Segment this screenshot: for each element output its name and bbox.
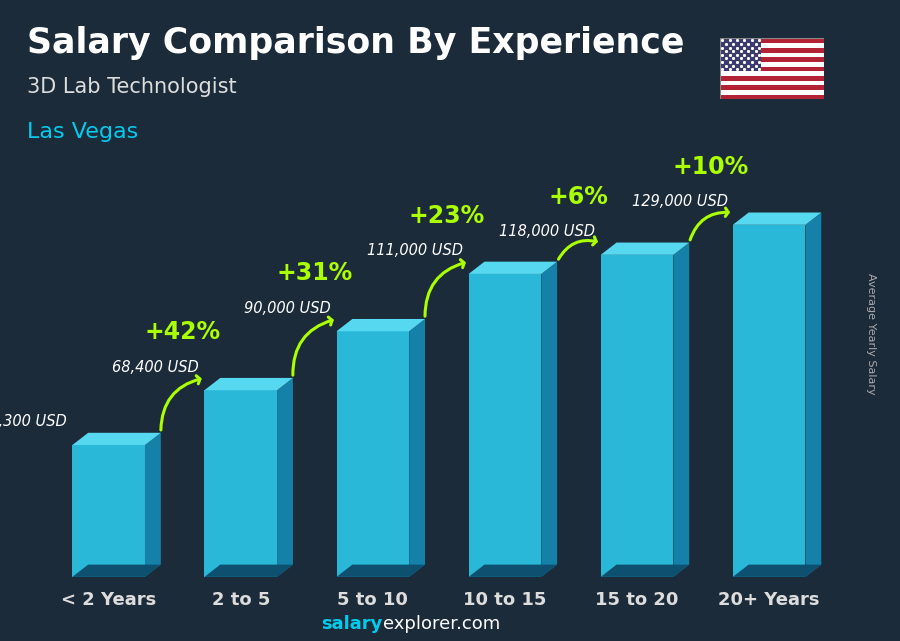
Text: 129,000 USD: 129,000 USD	[632, 194, 727, 209]
Text: +10%: +10%	[673, 154, 749, 179]
Polygon shape	[337, 565, 425, 577]
Text: salary: salary	[321, 615, 382, 633]
Bar	[720, 81, 824, 85]
Polygon shape	[806, 213, 822, 577]
Polygon shape	[277, 378, 292, 577]
Bar	[720, 76, 824, 81]
Polygon shape	[600, 565, 689, 577]
Polygon shape	[204, 378, 292, 390]
Text: 111,000 USD: 111,000 USD	[367, 244, 464, 258]
Bar	[720, 85, 824, 90]
Text: 118,000 USD: 118,000 USD	[500, 224, 596, 239]
Bar	[600, 255, 673, 577]
Bar	[72, 445, 145, 577]
Text: Salary Comparison By Experience: Salary Comparison By Experience	[27, 26, 684, 60]
Bar	[720, 38, 824, 43]
Text: explorer.com: explorer.com	[382, 615, 500, 633]
Text: Las Vegas: Las Vegas	[27, 122, 139, 142]
Bar	[337, 331, 410, 577]
Bar	[720, 95, 824, 99]
Text: +42%: +42%	[145, 320, 220, 344]
Bar	[720, 43, 824, 48]
Bar	[469, 274, 541, 577]
Text: +6%: +6%	[549, 185, 609, 209]
Polygon shape	[337, 319, 425, 331]
Bar	[720, 90, 824, 95]
Bar	[720, 67, 824, 71]
Polygon shape	[733, 565, 822, 577]
Polygon shape	[72, 565, 161, 577]
Text: 68,400 USD: 68,400 USD	[112, 360, 199, 374]
Bar	[720, 48, 824, 53]
Bar	[720, 57, 824, 62]
Bar	[720, 38, 761, 71]
Text: 48,300 USD: 48,300 USD	[0, 414, 67, 429]
Bar	[720, 53, 824, 57]
Polygon shape	[469, 262, 557, 274]
Polygon shape	[600, 242, 689, 255]
Polygon shape	[541, 262, 557, 577]
Polygon shape	[72, 433, 161, 445]
Bar	[720, 62, 824, 67]
Text: 3D Lab Technologist: 3D Lab Technologist	[27, 77, 237, 97]
Polygon shape	[410, 319, 425, 577]
Polygon shape	[673, 242, 689, 577]
Polygon shape	[145, 433, 161, 577]
Text: +31%: +31%	[276, 261, 353, 285]
Polygon shape	[469, 565, 557, 577]
Text: Average Yearly Salary: Average Yearly Salary	[866, 272, 877, 394]
Polygon shape	[204, 565, 292, 577]
Text: 90,000 USD: 90,000 USD	[245, 301, 331, 315]
Bar	[204, 390, 277, 577]
Polygon shape	[733, 213, 822, 225]
Text: +23%: +23%	[409, 204, 485, 228]
Bar	[720, 71, 824, 76]
Bar	[733, 225, 806, 577]
